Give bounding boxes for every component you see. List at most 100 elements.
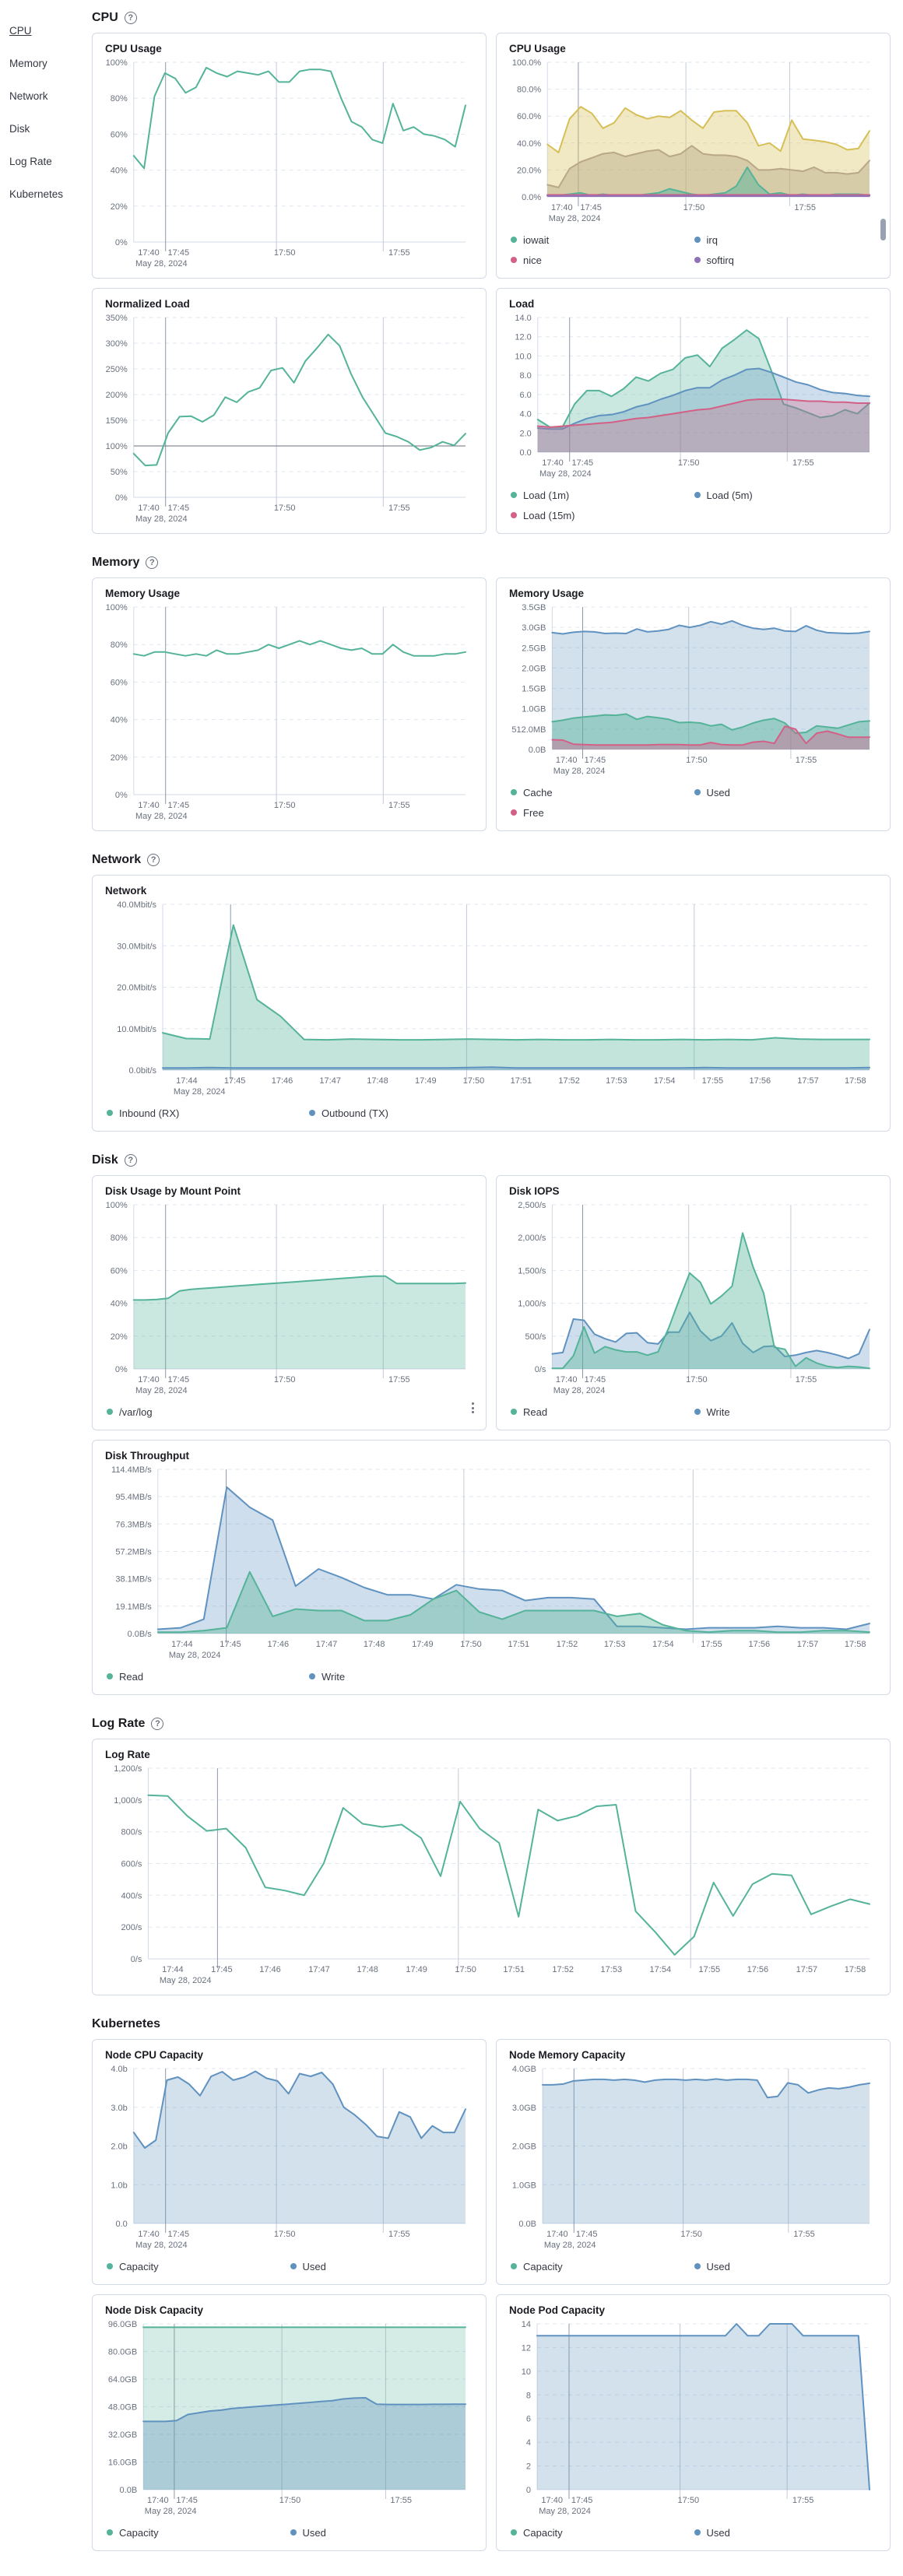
svg-text:17:45: 17:45	[168, 248, 190, 258]
svg-text:17:44: 17:44	[171, 1640, 193, 1649]
disk-usage-mount-chart[interactable]: 0% 20% 40% 60% 80% 100% 17:40 17:45 17:50 17:55 Ma…	[105, 1199, 473, 1397]
sidebar-item-log-rate[interactable]: Log Rate	[9, 156, 52, 167]
legend-dot-icon	[290, 2529, 297, 2536]
legend-item[interactable]: Write	[694, 1402, 878, 1422]
svg-text:17:55: 17:55	[794, 203, 816, 212]
svg-text:17:56: 17:56	[747, 1965, 769, 1974]
help-icon[interactable]	[147, 854, 160, 866]
node-pod-capacity-chart[interactable]: 0 2 4 6 8 10 12 14 17:40 17:45 17:50 17:55 May 28, 2…	[509, 2318, 877, 2518]
legend-item[interactable]: Load (15m)	[511, 505, 694, 525]
sidebar-item-memory[interactable]: Memory	[9, 58, 47, 69]
svg-text:17:50: 17:50	[274, 504, 296, 513]
svg-text:80%: 80%	[111, 94, 128, 104]
legend-label: Used	[302, 2260, 326, 2272]
legend-item[interactable]: /var/log	[107, 1402, 290, 1422]
log-rate-chart[interactable]: 0/s 200/s 400/s 600/s 800/s 1,000/s 1,200/s 17:…	[105, 1762, 877, 1987]
sidebar-item-network[interactable]: Network	[9, 90, 48, 102]
legend-dot-icon	[309, 1673, 315, 1679]
svg-text:10.0: 10.0	[515, 352, 531, 361]
svg-text:6.0: 6.0	[520, 391, 532, 400]
help-icon[interactable]	[146, 556, 159, 569]
legend-item[interactable]: irq	[694, 230, 878, 250]
legend-item[interactable]: Inbound (RX)	[107, 1103, 309, 1123]
svg-text:10.0Mbit/s: 10.0Mbit/s	[117, 1025, 156, 1034]
legend-item[interactable]: Read	[107, 1666, 309, 1686]
legend-item[interactable]: Load (5m)	[694, 485, 878, 505]
section-log-rate: Log Rate Log Rate 0/s 200/s 400/s 600/s 800/…	[92, 1717, 891, 1995]
svg-text:1.0b: 1.0b	[111, 2181, 127, 2190]
panel-title: Memory Usage	[105, 588, 181, 599]
legend-item[interactable]: iowait	[511, 230, 694, 250]
svg-text:17:50: 17:50	[274, 2230, 296, 2239]
legend-item[interactable]: Write	[309, 1666, 877, 1686]
legend-item[interactable]: Capacity	[107, 2256, 290, 2276]
svg-text:17:40: 17:40	[556, 1375, 578, 1385]
legend-item[interactable]: Used	[694, 782, 878, 802]
legend-item[interactable]: Load (1m)	[511, 485, 694, 505]
svg-text:17:57: 17:57	[797, 1076, 819, 1086]
svg-text:3.5GB: 3.5GB	[522, 603, 546, 612]
node-cpu-capacity-chart[interactable]: 0.0 1.0b 2.0b 3.0b 4.0b 17:40 17:45 17:50 17:55 M…	[105, 2062, 473, 2251]
svg-text:17:45: 17:45	[220, 1640, 241, 1649]
disk-iops-chart[interactable]: 0/s 500/s 1,000/s 1,500/s 2,000/s 2,500/s 17:4…	[509, 1199, 877, 1397]
section-memory-header: Memory	[92, 556, 891, 570]
legend-dot-icon	[694, 237, 701, 243]
panel-cpu-usage-breakdown: CPU Usage 0.0% 20.0% 40.0% 60.0% 80.0% 100.0%…	[496, 33, 891, 279]
legend-label: Used	[706, 786, 730, 798]
disk-throughput-chart[interactable]: 0.0B/s 19.1MB/s 38.1MB/s 57.2MB/s 76.3MB/s 95…	[105, 1463, 877, 1662]
legend-item[interactable]: Used	[290, 2522, 474, 2543]
legend-item[interactable]: nice	[511, 250, 694, 270]
svg-text:76.3MB/s: 76.3MB/s	[115, 1520, 152, 1529]
svg-text:17:55: 17:55	[388, 504, 410, 513]
svg-text:200/s: 200/s	[121, 1923, 142, 1932]
legend-item[interactable]: Outbound (TX)	[309, 1103, 877, 1123]
panel-title: Node Memory Capacity	[509, 2049, 626, 2061]
svg-text:40%: 40%	[111, 167, 128, 176]
node-memory-capacity-chart[interactable]: 0.0B 1.0GB 2.0GB 3.0GB 4.0GB 17:40 17:45 17:50 1…	[509, 2062, 877, 2251]
legend-item[interactable]: softirq	[694, 250, 878, 270]
help-icon[interactable]	[124, 12, 137, 24]
legend-item[interactable]: Cache	[511, 782, 694, 802]
legend-item[interactable]: Used	[694, 2522, 878, 2543]
legend-item[interactable]: Capacity	[511, 2256, 694, 2276]
legend-dot-icon	[694, 1409, 701, 1415]
svg-text:17:48: 17:48	[367, 1076, 388, 1086]
load-chart[interactable]: 0.0 2.0 4.0 6.0 8.0 10.0 12.0 14.0 17:40 17:45 17:…	[509, 311, 877, 480]
panel-options-icon[interactable]	[469, 1400, 476, 1416]
legend-item[interactable]: Used	[290, 2256, 474, 2276]
svg-text:0.0%: 0.0%	[522, 193, 541, 202]
sidebar-item-disk[interactable]: Disk	[9, 123, 30, 135]
svg-text:32.0GB: 32.0GB	[108, 2430, 137, 2440]
svg-text:May 28, 2024: May 28, 2024	[549, 214, 601, 223]
svg-text:1.5GB: 1.5GB	[522, 685, 546, 694]
svg-text:17:45: 17:45	[211, 1965, 233, 1974]
legend-item[interactable]: Capacity	[511, 2522, 694, 2543]
legend-item[interactable]: Read	[511, 1402, 694, 1422]
svg-text:17:49: 17:49	[406, 1965, 427, 1974]
section-memory: Memory Memory Usage 0% 20% 40% 60% 80% 100% 17…	[92, 556, 891, 831]
legend-scrollbar[interactable]	[880, 219, 886, 240]
help-icon[interactable]	[124, 1154, 137, 1167]
svg-text:40%: 40%	[111, 1300, 128, 1309]
normalized-load-chart[interactable]: 0% 50% 100% 150% 200% 250% 300% 350% 17:40 17:45 1…	[105, 311, 473, 525]
legend-item[interactable]: Used	[694, 2256, 878, 2276]
svg-text:96.0GB: 96.0GB	[108, 2320, 137, 2329]
legend-dot-icon	[107, 1409, 113, 1415]
svg-text:May 28, 2024: May 28, 2024	[539, 2507, 591, 2516]
svg-text:17:55: 17:55	[702, 1076, 724, 1086]
help-icon[interactable]	[151, 1718, 164, 1730]
memory-usage-breakdown-chart[interactable]: 0.0B 512.0MB 1.0GB 1.5GB 2.0GB 2.5GB 3.0GB 3.5G…	[509, 601, 877, 777]
legend-item[interactable]: Free	[511, 802, 694, 823]
svg-text:3.0b: 3.0b	[111, 2104, 127, 2113]
legend-dot-icon	[511, 809, 517, 816]
svg-text:2.0: 2.0	[520, 429, 532, 438]
sidebar-item-kubernetes[interactable]: Kubernetes	[9, 188, 64, 200]
network-chart[interactable]: 0.0bit/s 10.0Mbit/s 20.0Mbit/s 30.0Mbit/s 40…	[105, 898, 877, 1098]
svg-text:17:51: 17:51	[503, 1965, 525, 1974]
legend-item[interactable]: Capacity	[107, 2522, 290, 2543]
sidebar-item-cpu[interactable]: CPU	[9, 25, 32, 37]
node-disk-capacity-chart[interactable]: 0.0B 16.0GB 32.0GB 48.0GB 64.0GB 80.0GB 96.0GB…	[105, 2318, 473, 2518]
memory-usage-line-chart[interactable]: 0% 20% 40% 60% 80% 100% 17:40 17:45 17:50 17:55 Ma…	[105, 601, 473, 823]
cpu-usage-breakdown-chart[interactable]: 0.0% 20.0% 40.0% 60.0% 80.0% 100.0% 17:40 17:45…	[509, 56, 877, 225]
cpu-usage-line-chart[interactable]: 0% 20% 40% 60% 80% 100% 17:40 17:45 17:50 17:55 Ma…	[105, 56, 473, 270]
